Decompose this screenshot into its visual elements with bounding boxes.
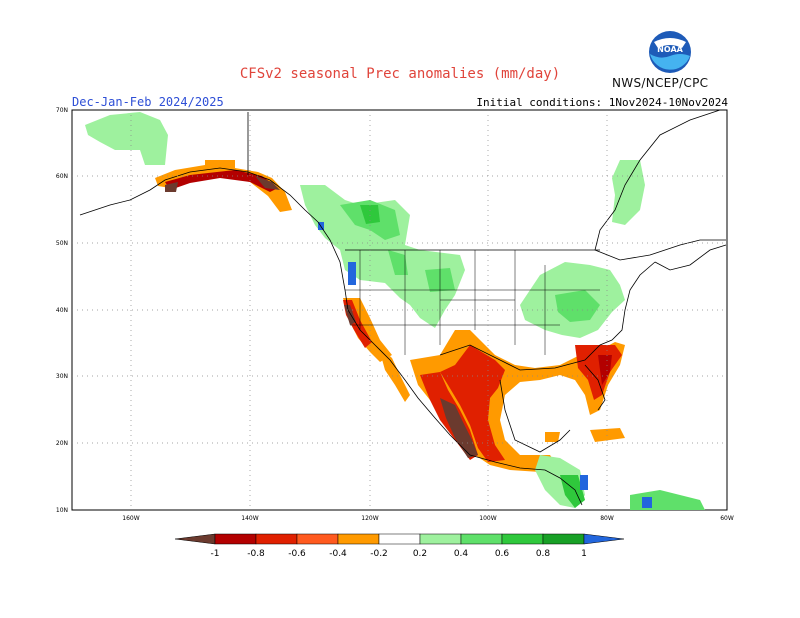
season-label: Dec-Jan-Feb 2024/2025 (72, 95, 224, 109)
legend-box (337, 533, 380, 545)
lon-label: 80W (600, 515, 614, 522)
chart-title: CFSv2 seasonal Prec anomalies (mm/day) (239, 66, 561, 82)
legend-label: -0.4 (329, 549, 347, 559)
gridlines (72, 110, 727, 510)
legend-box (378, 533, 421, 545)
legend-box (255, 533, 298, 545)
lat-label: 60N (56, 173, 68, 180)
lat-labels: 70N 60N 50N 40N 30N 20N 10N (56, 107, 68, 514)
lat-label: 70N (56, 107, 68, 114)
state-borders (345, 250, 600, 355)
legend-box (542, 533, 585, 545)
lon-label: 140W (241, 515, 258, 522)
legend-box (296, 533, 339, 545)
legend-label: 1 (581, 549, 587, 559)
lat-label: 20N (56, 440, 68, 447)
lat-label: 50N (56, 240, 68, 247)
lon-label: 100W (479, 515, 496, 522)
legend-label: 0.8 (536, 549, 551, 559)
legend-label: 0.4 (454, 549, 469, 559)
lat-label: 10N (56, 507, 68, 514)
legend-boxes (174, 533, 625, 545)
legend-arrow-low (174, 533, 216, 545)
coastlines (79, 109, 727, 506)
legend-label: -1 (211, 549, 220, 559)
legend-box (214, 533, 257, 545)
initial-conditions-label: Initial conditions: 1Nov2024-10Nov2024 (476, 96, 728, 109)
lon-label: 60W (720, 515, 734, 522)
logo-text: NOAA (657, 45, 683, 54)
lon-label: 160W (122, 515, 139, 522)
agency-label: NWS/NCEP/CPC (612, 76, 709, 90)
legend-box (501, 533, 544, 545)
legend-box (419, 533, 462, 545)
legend-box (460, 533, 503, 545)
noaa-logo-icon: NOAA (649, 31, 691, 73)
legend-label: 0.6 (495, 549, 510, 559)
legend-labels: -1 -0.8 -0.6 -0.4 -0.2 0.2 0.4 0.6 0.8 1 (211, 549, 587, 559)
legend-label: 0.2 (413, 549, 427, 559)
legend-label: -0.2 (370, 549, 388, 559)
lat-label: 30N (56, 373, 68, 380)
legend-arrow-high (583, 533, 625, 545)
lon-labels: 160W 140W 120W 100W 80W 60W (122, 515, 734, 522)
legend-label: -0.6 (288, 549, 306, 559)
lat-label: 40N (56, 307, 68, 314)
lon-label: 120W (361, 515, 378, 522)
legend-label: -0.8 (247, 549, 265, 559)
